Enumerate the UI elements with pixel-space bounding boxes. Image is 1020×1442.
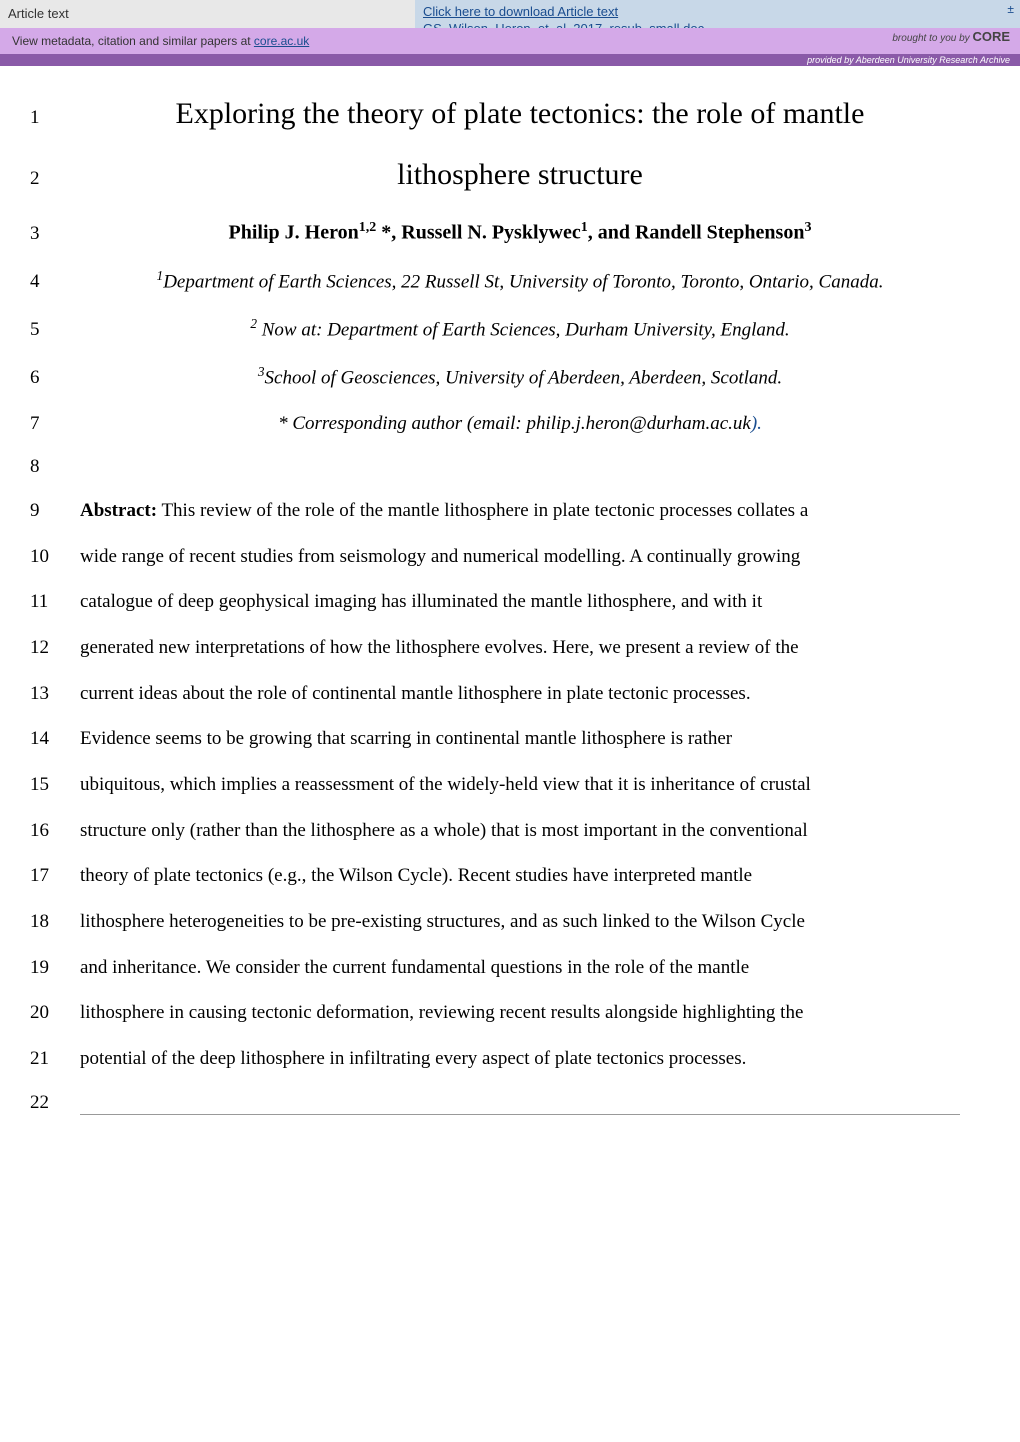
body-line: Evidence seems to be growing that scarri… xyxy=(80,726,960,752)
author-1: Philip J. Heron xyxy=(229,222,359,244)
affil-text: Now at: Department of Earth Sciences, Du… xyxy=(257,319,790,340)
authors: Philip J. Heron1,2 *, Russell N. Pysklyw… xyxy=(80,219,960,247)
metadata-bar: View metadata, citation and similar pape… xyxy=(0,28,1020,54)
line-number: 15 xyxy=(30,774,80,796)
line-number: 12 xyxy=(30,637,80,659)
line-number: 13 xyxy=(30,683,80,705)
line-number: 21 xyxy=(30,1048,80,1070)
line-number: 17 xyxy=(30,865,80,887)
line-number: 8 xyxy=(30,456,80,478)
line-number: 16 xyxy=(30,820,80,842)
body-line: structure only (rather than the lithosph… xyxy=(80,818,960,844)
core-label: CORE xyxy=(972,29,1010,44)
line-number: 3 xyxy=(30,223,80,245)
affiliation-1: 1Department of Earth Sciences, 22 Russel… xyxy=(80,267,960,295)
affil-text: School of Geosciences, University of Abe… xyxy=(265,367,783,388)
line-number: 7 xyxy=(30,413,80,435)
body-line: ubiquitous, which implies a reassessment… xyxy=(80,772,960,798)
title-line-2: lithosphere structure xyxy=(80,155,960,196)
brought-by-text: brought to you by xyxy=(892,33,972,44)
header-download-box: Click here to download Article text GS_W… xyxy=(415,0,1020,28)
abstract-label: Abstract: xyxy=(80,500,157,521)
affil-sup: 3 xyxy=(804,220,811,235)
corresp-text: * Corresponding author (email: philip.j.… xyxy=(278,413,751,434)
line-number: 19 xyxy=(30,957,80,979)
metadata-right: brought to you by CORE xyxy=(892,30,1010,44)
affiliation-2: 2 Now at: Department of Earth Sciences, … xyxy=(80,315,960,343)
top-header: Article text Click here to download Arti… xyxy=(0,0,1020,28)
line-number: 2 xyxy=(30,168,80,190)
affil-sup: 3 xyxy=(258,364,265,379)
affil-sup: 1,2 xyxy=(359,220,377,235)
paper-content: 1 Exploring the theory of plate tectonic… xyxy=(0,66,1020,1115)
line-number: 10 xyxy=(30,546,80,568)
body-line: catalogue of deep geophysical imaging ha… xyxy=(80,589,960,615)
author-3: , and Randell Stephenson xyxy=(588,222,805,244)
line-number: 9 xyxy=(30,500,80,522)
line-number: 1 xyxy=(30,107,80,129)
body-line: lithosphere in causing tectonic deformat… xyxy=(80,1000,960,1026)
line-number: 22 xyxy=(30,1092,80,1114)
body-line: wide range of recent studies from seismo… xyxy=(80,544,960,570)
body-line: potential of the deep lithosphere in inf… xyxy=(80,1046,960,1072)
header-left-label: Article text xyxy=(0,0,415,28)
body-line: and inheritance. We consider the current… xyxy=(80,955,960,981)
body-line: generated new interpretations of how the… xyxy=(80,635,960,661)
body-line: current ideas about the role of continen… xyxy=(80,681,960,707)
line-number: 20 xyxy=(30,1002,80,1024)
metadata-left: View metadata, citation and similar pape… xyxy=(12,34,309,48)
line-number: 14 xyxy=(30,728,80,750)
title-line-1: Exploring the theory of plate tectonics:… xyxy=(80,94,960,135)
affil-sup: 1 xyxy=(581,220,588,235)
line-number: 18 xyxy=(30,911,80,933)
line-number: 4 xyxy=(30,271,80,293)
download-link[interactable]: Click here to download Article text xyxy=(423,4,1012,21)
affil-text: Department of Earth Sciences, 22 Russell… xyxy=(163,271,883,292)
author-2: *, Russell N. Pysklywec xyxy=(376,222,580,244)
line-number: 6 xyxy=(30,367,80,389)
body-line: lithosphere heterogeneities to be pre-ex… xyxy=(80,909,960,935)
core-link[interactable]: core.ac.uk xyxy=(254,34,309,48)
download-icon[interactable]: ± xyxy=(1007,2,1014,18)
line-number: 5 xyxy=(30,319,80,341)
body-line: theory of plate tectonics (e.g., the Wil… xyxy=(80,863,960,889)
affil-sup: 2 xyxy=(250,316,257,331)
abstract-line: Abstract: This review of the role of the… xyxy=(80,498,960,524)
line-number: 11 xyxy=(30,591,80,613)
affiliation-3: 3School of Geosciences, University of Ab… xyxy=(80,363,960,391)
email-link-tail: ). xyxy=(751,413,762,434)
metadata-text: View metadata, citation and similar pape… xyxy=(12,34,254,48)
abstract-text: This review of the role of the mantle li… xyxy=(157,500,808,521)
section-rule xyxy=(80,1114,960,1115)
corresponding-author: * Corresponding author (email: philip.j.… xyxy=(80,411,960,437)
provided-by-bar: provided by Aberdeen University Research… xyxy=(0,54,1020,66)
